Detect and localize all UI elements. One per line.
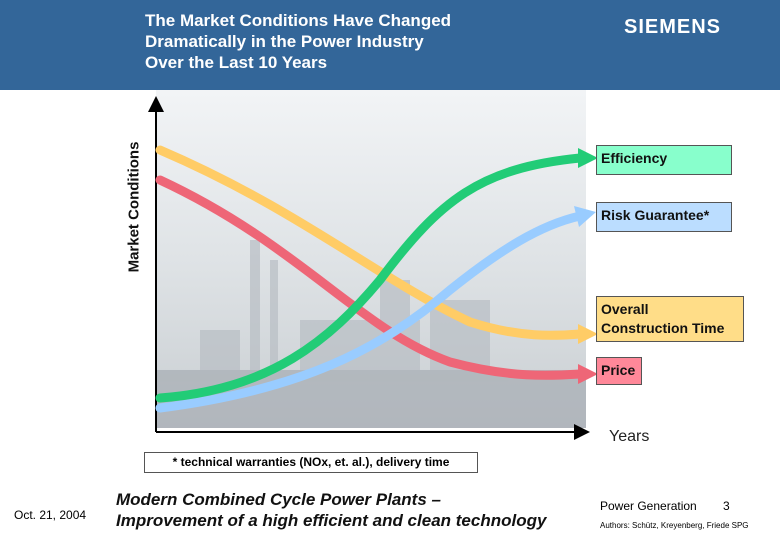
label-overall-construction-time-line1: Overall	[601, 301, 649, 317]
label-overall-construction-time: Overall Construction Time	[596, 296, 744, 342]
footnote: * technical warranties (NOx, et. al.), d…	[144, 452, 478, 473]
footer-subtitle-line2: Improvement of a high efficient and clea…	[116, 511, 547, 530]
footer-department: Power Generation	[600, 499, 697, 513]
curve-efficiency	[155, 148, 598, 403]
page-number: 3	[723, 499, 730, 513]
plant-silhouette	[156, 240, 586, 428]
title-line-1: The Market Conditions Have Changed	[145, 11, 452, 30]
label-overall-construction-time-line2: Construction Time	[601, 320, 725, 336]
footer-date: Oct. 21, 2004	[14, 508, 87, 522]
footer-subtitle-line1: Modern Combined Cycle Power Plants –	[116, 490, 441, 509]
footer-subtitle: Modern Combined Cycle Power Plants – Imp…	[116, 489, 546, 531]
x-axis-label: Years	[609, 428, 650, 445]
header-bar: The Market Conditions Have Changed Drama…	[0, 0, 780, 90]
curve-price	[155, 175, 598, 384]
label-price: Price	[596, 357, 642, 385]
footer-authors: Authors: Schütz, Kreyenberg, Friede SPG	[600, 521, 749, 530]
slide-title: The Market Conditions Have Changed Drama…	[145, 10, 565, 73]
title-line-3: Over the Last 10 Years	[145, 53, 328, 72]
label-efficiency: Efficiency	[596, 145, 732, 175]
label-risk-guarantee: Risk Guarantee*	[596, 202, 732, 232]
curve-risk-guarantee	[155, 206, 596, 413]
y-axis-label: Market Conditions	[125, 141, 143, 273]
title-line-2: Dramatically in the Power Industry	[145, 32, 424, 51]
curve-overall-construction-time	[155, 145, 598, 344]
siemens-logo: SIEMENS	[624, 16, 722, 38]
